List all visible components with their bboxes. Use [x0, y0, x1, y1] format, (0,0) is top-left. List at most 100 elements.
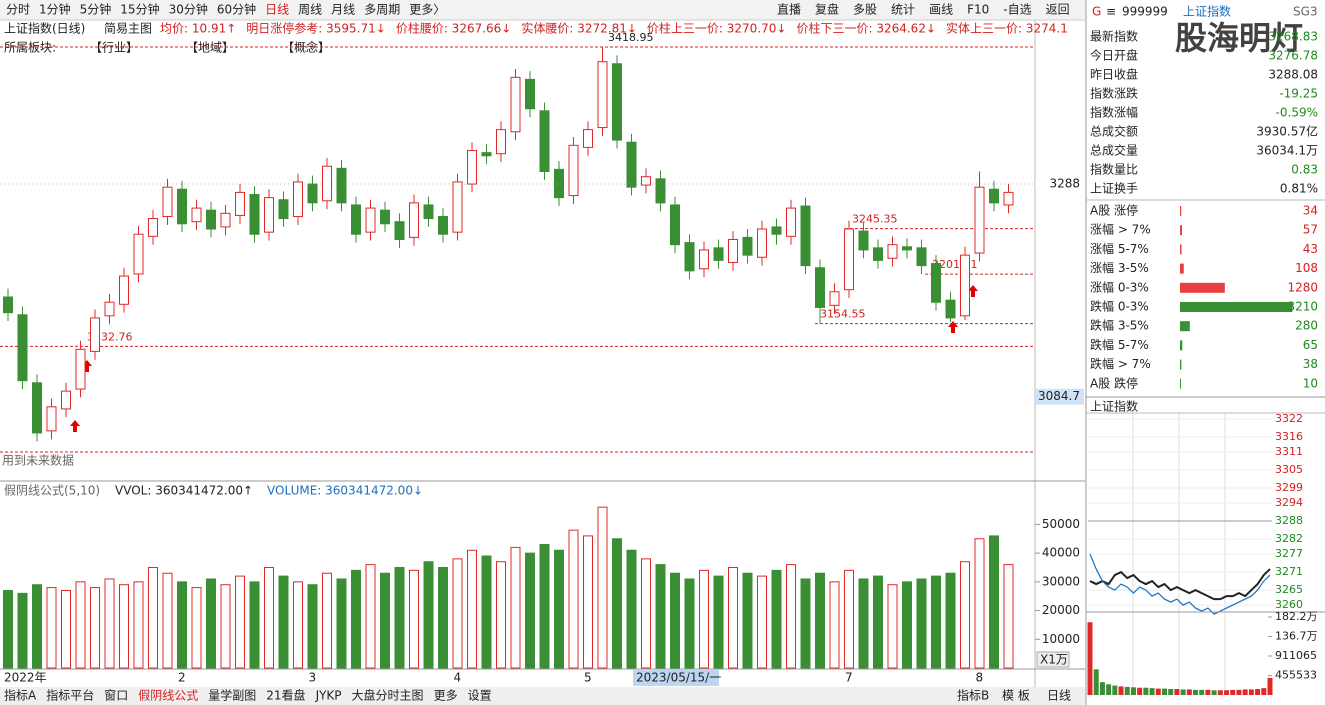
period-tab[interactable]: 60分钟 [217, 2, 256, 17]
candle-body [525, 78, 535, 110]
volume-title: 假阴线公式(5,10) [4, 484, 100, 498]
quote-label: 最新指数 [1090, 29, 1138, 44]
candle-body [902, 246, 912, 251]
bottom-tab[interactable]: 指标A [4, 688, 37, 703]
period-tab[interactable]: 5分钟 [80, 2, 112, 17]
toolbar-button[interactable]: -自选 [1003, 3, 1031, 17]
candle-body [220, 212, 231, 228]
quote-label: 上证换手 [1090, 182, 1138, 196]
candle-body [626, 141, 637, 188]
volume-bar [684, 578, 695, 669]
volume-bar [307, 584, 318, 669]
bottom-tab[interactable]: 假阴线公式 [138, 689, 198, 703]
toolbar-button[interactable]: 多股 [853, 3, 877, 17]
sector-tag[interactable]: 【行业】 [90, 41, 138, 55]
bottom-tab[interactable]: 日线 [1047, 689, 1071, 703]
candle-body [916, 247, 927, 267]
period-tab[interactable]: 周线 [298, 3, 322, 17]
volume-bar [699, 569, 709, 669]
period-tab[interactable]: 多周期 [364, 3, 400, 17]
volume-bar [1003, 564, 1014, 669]
candle-body [278, 199, 289, 220]
future-note: 用到未来数据 [2, 453, 74, 468]
level-label: 3154.55 [820, 308, 866, 321]
intraday-volume-bar [1149, 688, 1155, 695]
breadth-label: 涨幅 0-3% [1090, 279, 1149, 294]
indicator-value: 实体上三一价: 3274.1 [946, 21, 1068, 36]
bottom-tab[interactable]: 大盘分时主图 [352, 688, 424, 703]
cursor-price: 3084.7 [1038, 389, 1080, 403]
candle-body [336, 167, 347, 204]
toolbar-button[interactable]: F10 [967, 3, 989, 17]
quote-value: 0.81% [1280, 182, 1318, 196]
period-tab[interactable]: 更多〉 [409, 3, 445, 17]
bottom-tab[interactable]: 指标平台 [46, 688, 94, 703]
candle-body [568, 144, 579, 197]
candle-body [597, 61, 608, 129]
volume-bar [612, 538, 622, 669]
toolbar-button[interactable]: 画线 [929, 3, 953, 17]
intraday-volume-bar [1186, 689, 1192, 695]
indicator-value: 价柱腰价: 3267.66↓ [396, 21, 512, 36]
cursor-date: 2023/05/15/一 [636, 671, 721, 685]
toolbar-button[interactable]: 直播 [777, 3, 801, 17]
period-tab[interactable]: 15分钟 [120, 2, 159, 17]
intraday-volume-bar [1168, 689, 1174, 695]
period-tab[interactable]: 月线 [331, 3, 355, 17]
candle-body [235, 191, 245, 216]
candle-body [757, 228, 767, 258]
breadth-value: 38 [1303, 357, 1318, 371]
volume-bar [583, 535, 593, 669]
candle-body [75, 348, 86, 390]
breadth-label: 跌幅 0-3% [1090, 299, 1149, 314]
bottom-tab[interactable]: 量学副图 [208, 688, 256, 703]
bottom-tab[interactable]: 更多 [434, 689, 458, 703]
bottom-tab[interactable]: 21看盘 [266, 688, 305, 703]
quote-value: 3276.78 [1268, 49, 1318, 63]
bottom-tab[interactable]: 模 板 [1002, 689, 1030, 703]
y-tick-label: 3277 [1275, 547, 1303, 560]
breadth-value: 1280 [1287, 280, 1318, 294]
volume-reading: VOLUME: 360341472.00↓ [267, 484, 423, 498]
period-tab[interactable]: 30分钟 [169, 2, 208, 17]
bottom-tab[interactable]: 窗口 [104, 689, 128, 703]
volume-bar [220, 584, 231, 669]
toolbar-button[interactable]: 统计 [891, 3, 915, 17]
breadth-bar [1180, 244, 1182, 255]
volume-bar [496, 561, 506, 669]
y-tick-label: 3299 [1275, 481, 1303, 494]
candle-body [945, 299, 956, 319]
volume-bar [568, 529, 579, 669]
toolbar-button[interactable]: 复盘 [815, 2, 839, 17]
candle-body [583, 129, 593, 148]
breadth-label: 跌幅 5-7% [1090, 337, 1149, 352]
breadth-label: 跌幅 > 7% [1090, 356, 1151, 371]
y-tick-label: 20000 [1042, 603, 1080, 617]
intraday-volume-bar [1211, 690, 1217, 695]
candle-body [539, 110, 550, 172]
candle-body [974, 186, 985, 254]
intraday-volume-bar [1143, 687, 1149, 695]
breadth-value: 108 [1295, 261, 1318, 275]
candle-body [554, 168, 564, 199]
period-tab[interactable]: 1分钟 [39, 2, 71, 17]
period-tab[interactable]: 分时 [6, 3, 30, 17]
intraday-volume-bar [1180, 689, 1186, 695]
period-tab[interactable]: 日线 [265, 3, 289, 17]
bottom-tab[interactable]: 设置 [468, 689, 492, 703]
quote-menu[interactable]: ≡ [1106, 5, 1116, 19]
toolbar-button[interactable]: 返回 [1046, 3, 1070, 17]
y-tick-label: 3265 [1275, 583, 1303, 596]
volume-bar [162, 572, 173, 669]
bottom-tab[interactable]: 指标B [957, 688, 989, 703]
x-tick-label: 2022年 [4, 671, 47, 685]
main-mode[interactable]: 简易主图 [104, 22, 152, 36]
y-tick-label: 3282 [1275, 532, 1303, 545]
bottom-tab[interactable]: JYKP [315, 689, 342, 703]
buy-arrow [70, 420, 80, 432]
tab-bar-bg [0, 687, 1085, 705]
quote-value: 36034.1万 [1256, 144, 1318, 158]
x-tick-label: 7 [845, 671, 853, 685]
y-tick-label: 50000 [1042, 517, 1080, 531]
volume-bar [133, 581, 144, 669]
